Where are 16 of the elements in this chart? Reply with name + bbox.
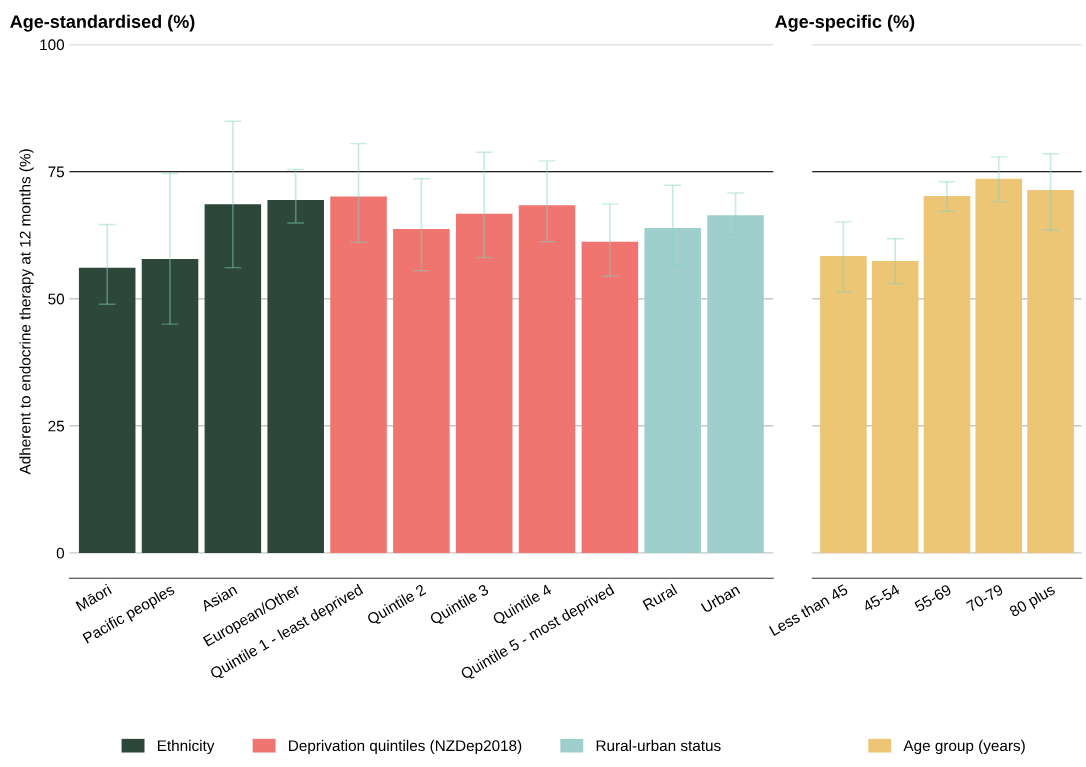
- y-tick-label: 100: [40, 39, 65, 51]
- x-tick-label: 80 plus: [1008, 583, 1058, 620]
- legend-label: Deprivation quintiles (NZDep2018): [289, 739, 522, 755]
- legend-label: Age group (years): [903, 739, 1025, 755]
- legend-label: Rural-urban status: [596, 739, 721, 752]
- y-tick-label: 25: [48, 420, 64, 432]
- x-tick-label: 45-54: [861, 583, 901, 613]
- x-tick-label: Less than 45: [768, 583, 849, 637]
- y-tick-label: 0: [56, 547, 65, 559]
- x-tick-label: Urban: [700, 583, 741, 614]
- chart-title: Age-standardised (%): [10, 14, 195, 32]
- chart-title: Age-specific (%): [775, 14, 915, 32]
- y-tick-label: 50: [48, 293, 65, 305]
- legend-label: Ethnicity: [157, 739, 215, 755]
- y-axis-title: Adherent to endocrine therapy at 12 months (%): [19, 149, 34, 475]
- y-tick-label: 75: [48, 166, 64, 178]
